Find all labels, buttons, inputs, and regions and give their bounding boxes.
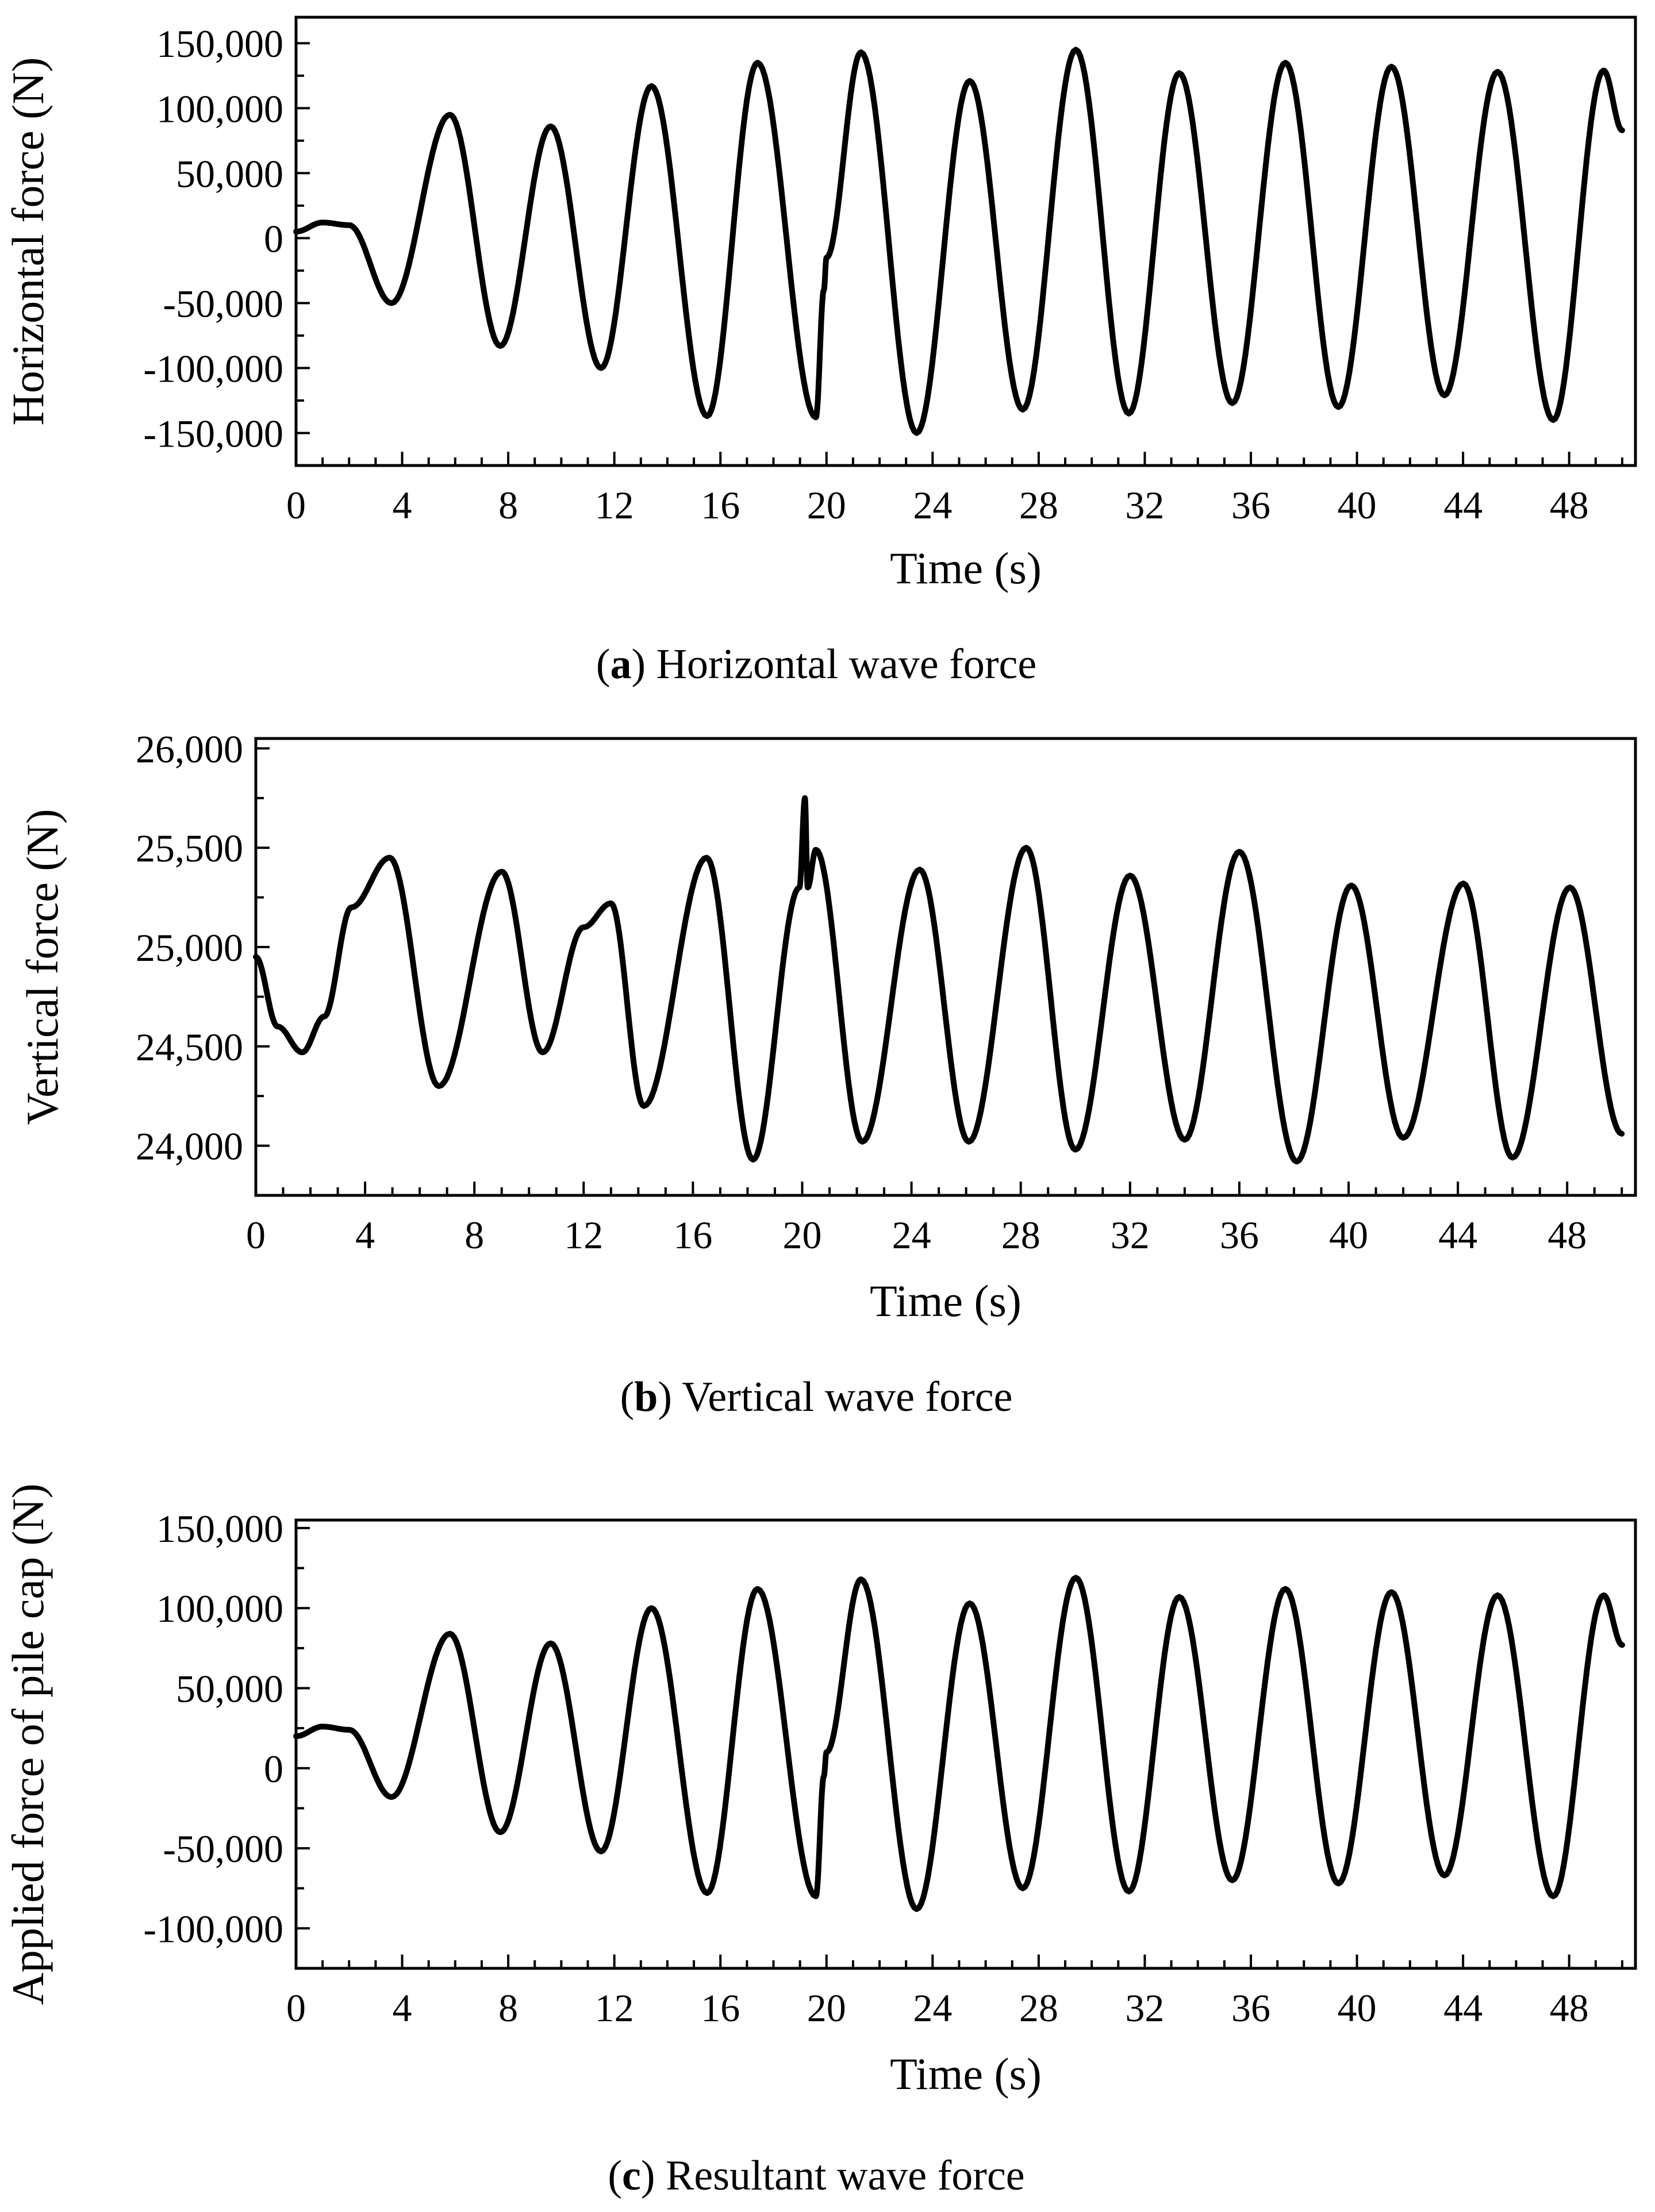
x-tick-label: 4 [393, 1986, 412, 2030]
x-tick-label: 36 [1231, 1986, 1270, 2030]
x-axis-label: Time (s) [890, 543, 1042, 593]
x-tick-label: 8 [464, 1213, 484, 1257]
x-tick-label: 4 [393, 483, 412, 527]
y-axis-label: Horizontal force (N) [3, 57, 53, 425]
y-tick-label: 24,500 [136, 1025, 243, 1069]
x-tick-label: 28 [1001, 1213, 1040, 1257]
x-tick-label: 40 [1338, 483, 1377, 527]
x-tick-label: 0 [246, 1213, 266, 1257]
x-tick-label: 24 [892, 1213, 931, 1257]
x-tick-label: 16 [701, 1986, 740, 2030]
y-tick-label: -50,000 [163, 282, 283, 325]
x-tick-label: 16 [701, 483, 740, 527]
x-tick-label: 20 [782, 1213, 821, 1257]
x-tick-label: 4 [355, 1213, 375, 1257]
figure-caption: (c) Resultant wave force [608, 2152, 1024, 2199]
x-tick-label: 12 [595, 483, 634, 527]
x-tick-label: 20 [807, 483, 846, 527]
x-tick-label: 48 [1550, 483, 1589, 527]
x-tick-label: 8 [498, 1986, 518, 2030]
x-tick-label: 48 [1548, 1213, 1587, 1257]
x-tick-label: 16 [673, 1213, 712, 1257]
x-tick-label: 40 [1338, 1986, 1377, 2030]
y-tick-label: 50,000 [176, 1667, 283, 1711]
y-tick-label: -150,000 [143, 411, 283, 455]
x-tick-label: 28 [1019, 1986, 1058, 2030]
series-line-a [293, 47, 1625, 436]
chart-a: 0 4 8 12 16 20 24 28 32 36 40 44 48-150,000-100,000-… [3, 16, 1637, 688]
series-line-c [293, 1575, 1625, 1912]
x-tick-label: 24 [913, 483, 952, 527]
x-tick-label: 44 [1438, 1213, 1477, 1257]
y-tick-label: 0 [264, 1747, 283, 1791]
x-tick-label: 44 [1443, 483, 1483, 527]
x-axis-label: Time (s) [870, 1276, 1022, 1326]
y-tick-label: 25,000 [136, 926, 243, 970]
x-tick-label: 36 [1220, 1213, 1259, 1257]
y-tick-label: -100,000 [143, 1907, 283, 1951]
x-tick-label: 24 [913, 1986, 952, 2030]
y-tick-label: 100,000 [156, 1587, 283, 1630]
x-tick-label: 32 [1125, 1986, 1164, 2030]
y-tick-label: 25,500 [136, 826, 243, 870]
x-tick-label: 28 [1019, 483, 1058, 527]
x-tick-label: 32 [1125, 483, 1164, 527]
figure-caption: (b) Vertical wave force [620, 1374, 1013, 1421]
plot-frame [294, 1518, 1637, 1970]
x-tick-label: 12 [595, 1986, 634, 2030]
x-tick-label: 20 [807, 1986, 846, 2030]
x-tick-label: 40 [1329, 1213, 1368, 1257]
x-tick-label: 12 [564, 1213, 603, 1257]
y-tick-label: 26,000 [136, 727, 243, 771]
y-axis-label: Applied force of pile cap (N) [3, 1483, 53, 2005]
y-tick-label: 150,000 [156, 1507, 283, 1551]
x-tick-label: 48 [1550, 1986, 1589, 2030]
y-tick-label: 50,000 [176, 152, 283, 195]
y-axis-label: Vertical force (N) [17, 809, 67, 1125]
x-tick-label: 0 [286, 1986, 306, 2030]
y-tick-label: -50,000 [163, 1827, 283, 1871]
figure-caption: (a) Horizontal wave force [596, 641, 1036, 688]
series-line-b [253, 795, 1625, 1165]
x-axis-label: Time (s) [890, 2049, 1042, 2099]
y-tick-label: -100,000 [143, 347, 283, 390]
x-tick-label: 36 [1231, 483, 1270, 527]
x-tick-label: 8 [498, 483, 518, 527]
x-tick-label: 0 [286, 483, 306, 527]
y-tick-label: 0 [264, 217, 283, 260]
y-tick-label: 24,000 [136, 1125, 243, 1168]
y-tick-label: 150,000 [156, 22, 283, 66]
chart-c: 0 4 8 12 16 20 24 28 32 36 40 44 48-100,000-50,00005… [3, 1483, 1637, 2199]
chart-b: 0 4 8 12 16 20 24 28 32 36 40 44 4824,00024,50025,00… [17, 727, 1637, 1421]
x-tick-label: 44 [1443, 1986, 1483, 2030]
plot-frame [294, 16, 1637, 467]
y-tick-label: 100,000 [156, 87, 283, 130]
x-tick-label: 32 [1111, 1213, 1150, 1257]
plot-frame [254, 737, 1637, 1197]
